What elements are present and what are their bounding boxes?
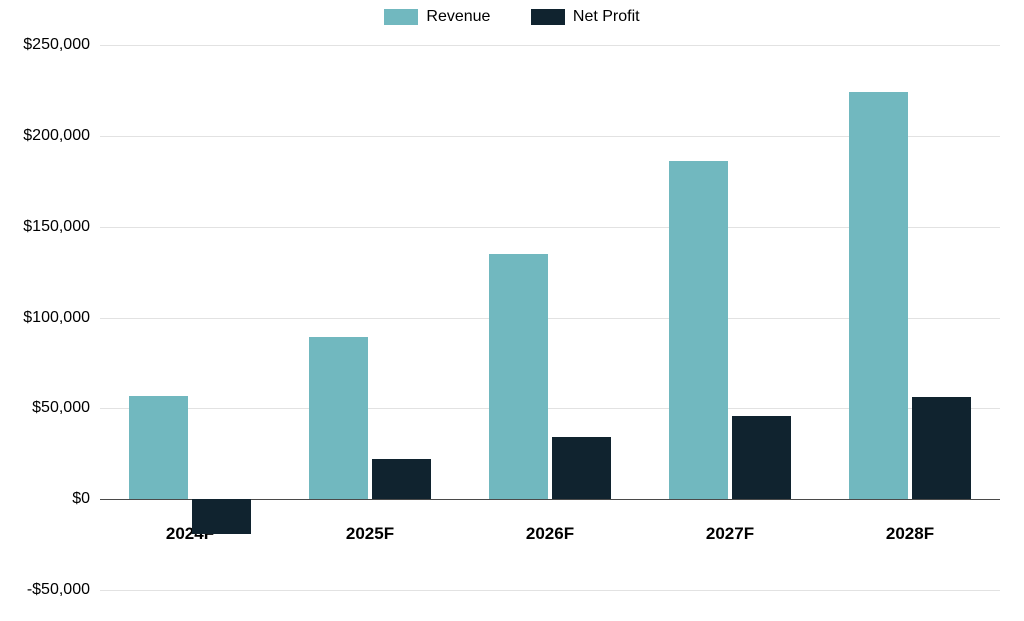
- bar-revenue: [669, 161, 728, 499]
- x-tick-label: 2026F: [526, 524, 574, 544]
- financial-forecast-chart: Revenue Net Profit -$50,000$0$50,000$100…: [0, 0, 1024, 621]
- legend-item-revenue: Revenue: [384, 8, 490, 26]
- bar-revenue: [489, 254, 548, 499]
- x-tick-label: 2028F: [886, 524, 934, 544]
- gridline: [100, 45, 1000, 46]
- bar-revenue: [129, 396, 188, 500]
- y-tick-label: $50,000: [32, 399, 100, 417]
- legend-swatch-net-profit: [531, 9, 565, 25]
- bar-net-profit: [732, 416, 791, 500]
- y-tick-label: $250,000: [23, 36, 100, 54]
- legend-label-net-profit: Net Profit: [573, 8, 640, 26]
- bar-net-profit: [552, 437, 611, 499]
- legend-swatch-revenue: [384, 9, 418, 25]
- y-tick-label: $150,000: [23, 218, 100, 236]
- legend: Revenue Net Profit: [0, 8, 1024, 30]
- bar-net-profit: [192, 499, 251, 534]
- bar-revenue: [309, 337, 368, 499]
- bar-net-profit: [372, 459, 431, 499]
- bar-revenue: [849, 92, 908, 499]
- gridline: [100, 590, 1000, 591]
- x-tick-label: 2025F: [346, 524, 394, 544]
- y-tick-label: $200,000: [23, 127, 100, 145]
- y-tick-label: -$50,000: [27, 581, 100, 599]
- bar-net-profit: [912, 397, 971, 499]
- y-tick-label: $100,000: [23, 309, 100, 327]
- legend-label-revenue: Revenue: [426, 8, 490, 26]
- plot-area: -$50,000$0$50,000$100,000$150,000$200,00…: [100, 45, 1000, 590]
- x-tick-label: 2027F: [706, 524, 754, 544]
- legend-item-net-profit: Net Profit: [531, 8, 640, 26]
- y-tick-label: $0: [72, 490, 100, 508]
